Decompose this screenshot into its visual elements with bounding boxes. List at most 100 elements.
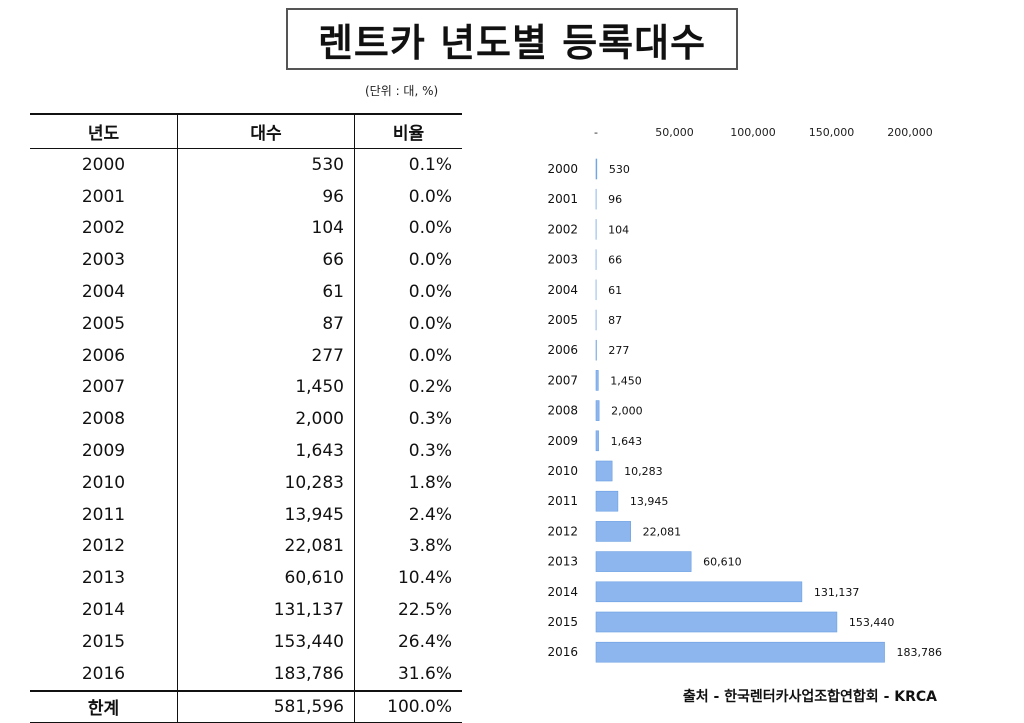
- bar: [596, 401, 599, 421]
- cell-count: 22,081: [178, 531, 355, 563]
- cell-year: 2012: [30, 531, 178, 563]
- cell-year: 2014: [30, 594, 178, 626]
- bar: [596, 370, 598, 390]
- source-note: 출처 - 한국렌터카사업조합연합회 - KRCA: [683, 686, 937, 706]
- cell-ratio: 0.0%: [355, 276, 463, 308]
- total-label: 한계: [30, 691, 178, 723]
- data-label: 104: [608, 223, 629, 236]
- bar: [596, 612, 837, 632]
- y-category-label: 2012: [547, 524, 578, 538]
- cell-count: 1,450: [178, 372, 355, 404]
- cell-ratio: 1.8%: [355, 467, 463, 499]
- cell-count: 277: [178, 340, 355, 372]
- bar: [596, 491, 618, 511]
- y-category-label: 2016: [547, 645, 578, 659]
- cell-year: 2005: [30, 308, 178, 340]
- cell-count: 61: [178, 276, 355, 308]
- data-label: 153,440: [849, 616, 895, 629]
- bar: [596, 461, 612, 481]
- data-label: 66: [608, 254, 622, 267]
- y-category-label: 2009: [547, 434, 578, 448]
- cell-ratio: 3.8%: [355, 531, 463, 563]
- y-category-label: 2004: [547, 283, 578, 297]
- cell-count: 131,137: [178, 594, 355, 626]
- data-label: 530: [609, 163, 630, 176]
- y-category-label: 2011: [547, 494, 578, 508]
- y-category-label: 2013: [547, 555, 578, 569]
- bar: [596, 582, 802, 602]
- data-label: 1,450: [610, 374, 642, 387]
- cell-year: 2000: [30, 149, 178, 181]
- y-category-label: 2008: [547, 404, 578, 418]
- cell-count: 66: [178, 244, 355, 276]
- cell-ratio: 0.3%: [355, 403, 463, 435]
- cell-year: 2013: [30, 562, 178, 594]
- cell-count: 153,440: [178, 626, 355, 658]
- data-label: 87: [608, 314, 622, 327]
- cell-count: 87: [178, 308, 355, 340]
- header-count: 대수: [178, 114, 355, 149]
- bar: [596, 521, 631, 541]
- cell-ratio: 0.0%: [355, 213, 463, 245]
- unit-note: (단위 : 대, %): [365, 82, 438, 99]
- cell-year: 2016: [30, 658, 178, 691]
- y-category-label: 2002: [547, 222, 578, 236]
- cell-year: 2011: [30, 499, 178, 531]
- cell-year: 2008: [30, 403, 178, 435]
- header-year: 년도: [30, 114, 178, 149]
- cell-count: 183,786: [178, 658, 355, 691]
- total-ratio: 100.0%: [355, 691, 463, 723]
- cell-count: 13,945: [178, 499, 355, 531]
- data-label: 277: [608, 344, 629, 357]
- y-category-label: 2007: [547, 373, 578, 387]
- cell-count: 104: [178, 213, 355, 245]
- data-label: 131,137: [814, 586, 860, 599]
- cell-count: 2,000: [178, 403, 355, 435]
- data-label: 10,283: [624, 465, 663, 478]
- y-category-label: 2000: [547, 162, 578, 176]
- cell-year: 2003: [30, 244, 178, 276]
- cell-year: 2004: [30, 276, 178, 308]
- y-category-label: 2015: [547, 615, 578, 629]
- data-label: 1,643: [611, 435, 643, 448]
- cell-year: 2002: [30, 213, 178, 245]
- cell-ratio: 0.0%: [355, 340, 463, 372]
- data-label: 13,945: [630, 495, 669, 508]
- data-label: 61: [608, 284, 622, 297]
- cell-ratio: 2.4%: [355, 499, 463, 531]
- cell-count: 96: [178, 181, 355, 213]
- x-tick-label: -: [594, 126, 598, 139]
- y-category-label: 2006: [547, 343, 578, 357]
- cell-year: 2015: [30, 626, 178, 658]
- cell-year: 2006: [30, 340, 178, 372]
- data-label: 183,786: [897, 646, 943, 659]
- table-header-row: 년도 대수 비율: [30, 114, 462, 149]
- cell-count: 60,610: [178, 562, 355, 594]
- cell-ratio: 0.3%: [355, 435, 463, 467]
- cell-ratio: 0.1%: [355, 149, 463, 181]
- bar: [596, 159, 597, 179]
- cell-ratio: 0.0%: [355, 244, 463, 276]
- cell-count: 10,283: [178, 467, 355, 499]
- cell-year: 2007: [30, 372, 178, 404]
- cell-ratio: 22.5%: [355, 594, 463, 626]
- cell-ratio: 26.4%: [355, 626, 463, 658]
- cell-ratio: 0.2%: [355, 372, 463, 404]
